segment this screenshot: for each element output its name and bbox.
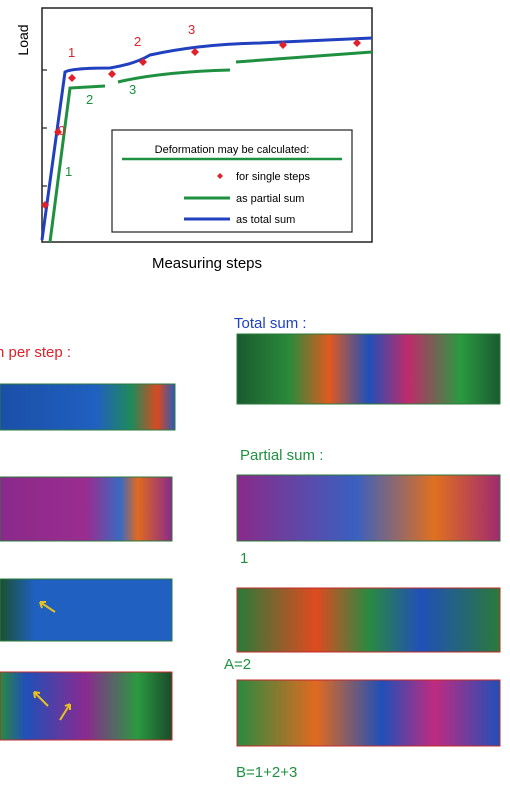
map [237,475,500,541]
panel-title: n per step : [0,344,71,361]
map [0,477,172,541]
point-label: 0 [58,123,65,138]
caption: B=1+2+3 [236,764,297,781]
legend-item: for single steps [236,171,310,183]
y-axis-label: Load [15,24,31,55]
caption: 1 [240,550,248,567]
map [237,588,500,652]
panel-title: Partial sum : [240,447,323,464]
legend-title: Deformation may be calculated: [155,144,310,156]
map [0,579,172,641]
point-label: 1 [65,164,72,179]
legend-item: as total sum [236,214,295,226]
point-label: 3 [129,82,136,97]
right-maps [237,334,500,746]
map [237,334,500,404]
legend-item: as partial sum [236,193,304,205]
page: {"chart": {"y_label": "Load", "x_label":… [0,0,510,790]
point-label: 2 [134,34,141,49]
panel-title: Total sum : [234,315,307,332]
map [237,680,500,746]
x-axis-label: Measuring steps [152,255,262,272]
point-label: 1 [68,45,75,60]
map [0,384,175,430]
left-maps [0,384,175,740]
point-label: 3 [188,22,195,37]
figure: Load Measuring steps 1 0 1 2 3 2 3 Defor… [0,0,510,785]
map [0,672,172,740]
point-label: 2 [86,92,93,107]
caption: A=2 [224,656,251,673]
